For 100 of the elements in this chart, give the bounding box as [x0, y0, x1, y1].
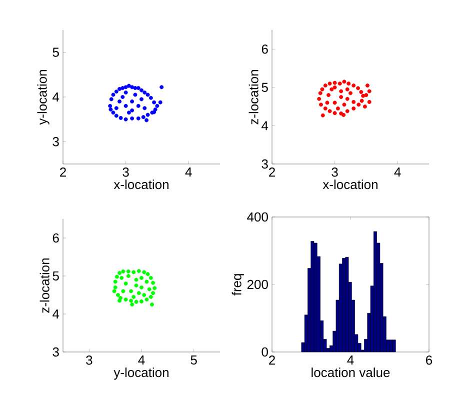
- y-tick-label: 3: [52, 137, 59, 146]
- point: [111, 92, 116, 97]
- x-tick-label: 4: [185, 168, 192, 176]
- point: [134, 283, 138, 288]
- point: [132, 294, 136, 299]
- point: [133, 92, 138, 97]
- point: [136, 116, 140, 120]
- point: [121, 269, 126, 274]
- y-tick-label: 3: [262, 159, 268, 169]
- point: [328, 109, 332, 114]
- point: [323, 84, 328, 88]
- y-axis-title: freq: [232, 274, 244, 296]
- point: [124, 282, 128, 286]
- y-tick-label: 0: [262, 347, 268, 357]
- point: [142, 270, 146, 274]
- point: [348, 91, 352, 96]
- point: [352, 84, 356, 88]
- y-tick-label: 6: [52, 233, 59, 243]
- point: [114, 90, 118, 94]
- point: [332, 111, 337, 116]
- point: [356, 102, 361, 107]
- point: [367, 89, 372, 94]
- point: [144, 298, 149, 302]
- point: [148, 294, 153, 299]
- point: [130, 116, 134, 120]
- y-axis-title: y-location: [37, 70, 50, 125]
- y-tick-label: 5: [52, 271, 59, 281]
- point: [136, 291, 141, 296]
- point: [129, 289, 134, 294]
- point: [345, 96, 350, 101]
- point: [118, 86, 122, 91]
- point: [124, 104, 128, 108]
- y-tick-label: 6: [262, 44, 268, 54]
- point: [339, 89, 344, 94]
- point: [142, 106, 147, 110]
- point: [124, 298, 128, 302]
- point: [120, 276, 124, 280]
- point: [144, 118, 149, 122]
- point: [118, 270, 122, 275]
- point: [133, 86, 138, 90]
- point: [140, 285, 144, 290]
- point: [146, 92, 150, 97]
- point: [367, 100, 372, 104]
- point: [120, 94, 125, 99]
- point: [140, 88, 144, 92]
- point: [120, 86, 125, 90]
- x-axis-title: y-location: [114, 368, 168, 380]
- point: [113, 280, 118, 284]
- point: [342, 102, 346, 107]
- y-tick-label: 4: [52, 92, 60, 102]
- point: [150, 302, 154, 306]
- point: [317, 96, 322, 101]
- point: [111, 110, 116, 115]
- point: [130, 85, 134, 90]
- x-tick-label: 2: [269, 168, 275, 177]
- point: [342, 112, 346, 117]
- point: [146, 272, 150, 276]
- x-tick-label: 3: [86, 356, 92, 365]
- y-tick-label: 5: [262, 82, 268, 92]
- point: [140, 276, 144, 280]
- point: [142, 292, 146, 297]
- point: [129, 298, 134, 303]
- point: [124, 117, 128, 122]
- point: [114, 106, 118, 110]
- point: [151, 291, 156, 296]
- point: [144, 280, 149, 284]
- point: [342, 80, 346, 84]
- x-tick-label: 4: [138, 356, 145, 364]
- y-axis-title: z-location: [40, 258, 50, 313]
- point: [323, 106, 328, 110]
- point: [361, 94, 366, 98]
- point: [109, 97, 114, 102]
- y-tick-label: 4: [262, 121, 268, 130]
- point: [320, 87, 324, 92]
- y-tick-label: 5: [52, 48, 59, 57]
- x-axis-title: x-location: [114, 180, 168, 190]
- point: [325, 100, 330, 105]
- point: [114, 114, 118, 118]
- point: [130, 302, 134, 306]
- point: [146, 112, 150, 117]
- point: [114, 274, 119, 279]
- point: [318, 102, 323, 107]
- point: [330, 87, 334, 92]
- point: [130, 108, 134, 112]
- x-axis-title: x-location: [322, 180, 378, 190]
- point: [108, 104, 112, 108]
- point: [352, 100, 356, 104]
- point: [152, 286, 157, 290]
- point: [130, 99, 134, 104]
- point: [142, 90, 147, 95]
- x-tick-label: 4: [347, 356, 354, 364]
- point: [134, 278, 138, 282]
- point: [360, 98, 364, 103]
- y-tick-label: 200: [247, 280, 268, 290]
- point: [364, 93, 368, 98]
- point: [126, 110, 131, 115]
- point: [365, 84, 370, 88]
- x-tick-label: 3: [122, 168, 129, 177]
- x-tick-label: 4: [394, 168, 401, 176]
- x-axis-title: location value: [312, 368, 390, 378]
